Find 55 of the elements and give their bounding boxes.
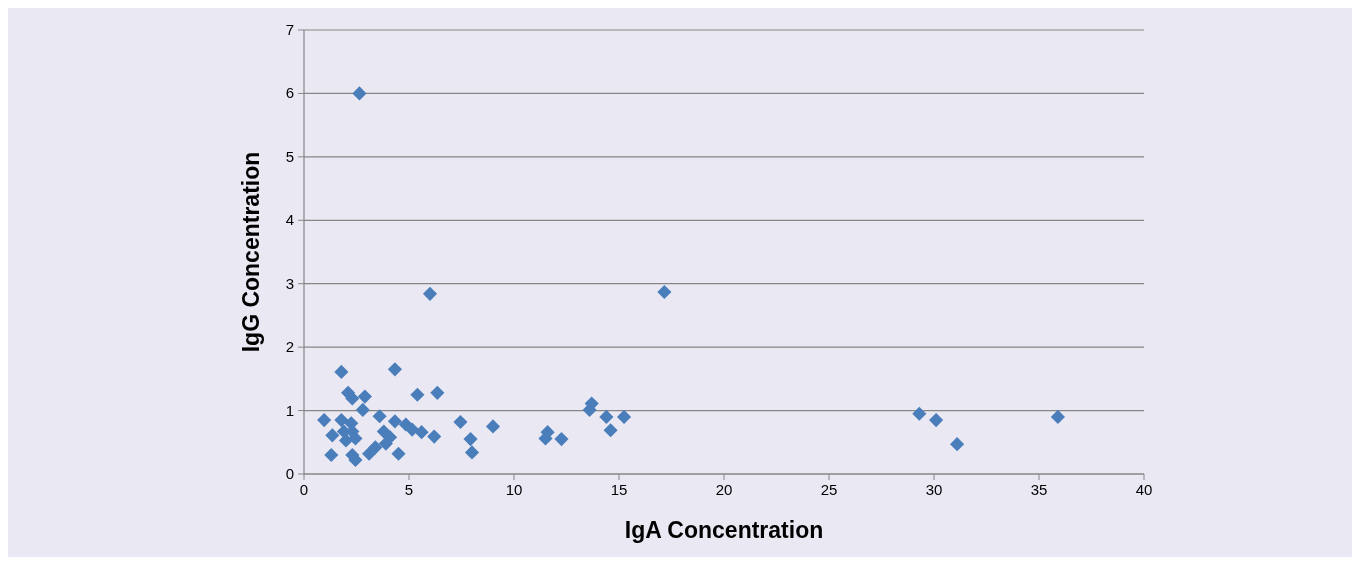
y-tick-label: 1 — [285, 401, 294, 419]
x-tick-label: 0 — [299, 481, 309, 498]
point — [414, 425, 429, 440]
x-tick-label: 10 — [505, 481, 523, 498]
point — [427, 429, 442, 444]
point — [464, 445, 480, 460]
point — [1050, 409, 1065, 424]
point — [387, 362, 402, 377]
x-tick-label: 5 — [404, 481, 414, 498]
y-tick-label: 4 — [285, 211, 294, 229]
point — [334, 364, 349, 379]
point — [317, 413, 332, 428]
point — [950, 437, 965, 452]
x-axis-title: IgA Concentration — [624, 517, 824, 543]
point — [324, 447, 339, 463]
y-tick-label: 6 — [285, 84, 294, 102]
y-tick-label: 7 — [285, 21, 294, 38]
point — [410, 387, 425, 402]
point — [334, 413, 349, 428]
point — [378, 436, 393, 451]
point — [387, 414, 402, 429]
point — [422, 286, 438, 301]
point — [453, 414, 468, 430]
point — [325, 428, 340, 443]
y-axis-title: IgG Concentration — [238, 151, 264, 353]
point — [372, 409, 387, 424]
point — [554, 432, 569, 447]
x-tick-label: 35 — [1030, 481, 1048, 498]
point — [391, 446, 406, 461]
y-tick-label: 3 — [285, 274, 294, 292]
point — [357, 389, 372, 404]
point — [405, 422, 420, 437]
point — [362, 446, 377, 461]
y-tick-label: 2 — [285, 338, 294, 356]
x-tick-label: 15 — [610, 481, 628, 498]
point — [338, 433, 354, 448]
y-tick-label: 5 — [285, 147, 294, 165]
point — [345, 391, 360, 406]
point — [912, 406, 927, 421]
point — [599, 409, 614, 424]
point — [348, 431, 363, 446]
point — [463, 432, 478, 447]
point — [616, 409, 632, 424]
point — [355, 402, 370, 418]
x-tick-label: 25 — [820, 481, 838, 498]
x-tick-label: 30 — [925, 481, 943, 498]
x-tick-label: 20 — [715, 481, 733, 498]
point — [430, 385, 445, 400]
y-tick-label: 0 — [285, 465, 294, 482]
point — [352, 86, 367, 101]
point — [929, 413, 944, 428]
point — [657, 284, 672, 300]
x-tick-label: 40 — [1135, 481, 1153, 498]
point — [485, 419, 501, 434]
point — [603, 423, 618, 438]
